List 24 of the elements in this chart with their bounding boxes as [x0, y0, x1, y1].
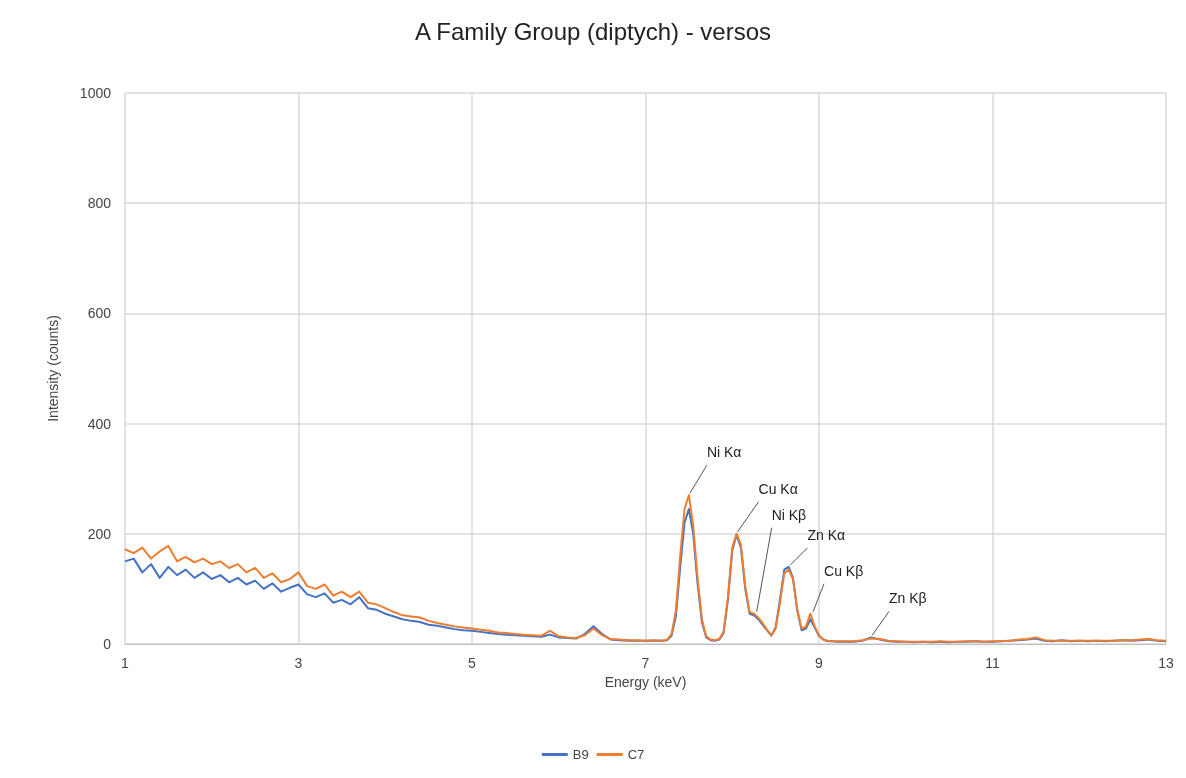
y-tick-label: 600 — [87, 305, 112, 322]
legend-label: C7 — [627, 747, 645, 762]
x-axis-title: Energy (keV) — [604, 673, 687, 690]
x-tick-label: 1 — [121, 655, 130, 671]
x-tick-label: 3 — [294, 655, 303, 671]
y-tick-label: 1000 — [79, 85, 112, 101]
x-tick-label: 9 — [815, 655, 824, 671]
chart-title: A Family Group (diptych) - versos — [414, 17, 772, 45]
legend-label: B9 — [572, 747, 589, 762]
annotation: Zn Kα — [807, 526, 846, 543]
y-tick-label: 0 — [103, 636, 112, 652]
annotation: Cu Kα — [758, 480, 798, 497]
x-tick-label: 5 — [468, 655, 477, 671]
x-tick-label: 7 — [641, 655, 650, 671]
annotation: Zn Kβ — [889, 590, 927, 607]
annotation: Ni Kα — [706, 444, 742, 461]
y-axis-title: Intensity (counts) — [45, 315, 61, 422]
y-tick-label: 200 — [87, 525, 112, 542]
annotation: Ni Kβ — [771, 506, 807, 523]
x-tick-label: 13 — [1158, 655, 1174, 671]
y-tick-label: 800 — [87, 195, 112, 212]
annotation: Cu Kβ — [824, 562, 864, 579]
y-tick-label: 400 — [87, 415, 112, 432]
x-tick-label: 11 — [985, 655, 1000, 671]
